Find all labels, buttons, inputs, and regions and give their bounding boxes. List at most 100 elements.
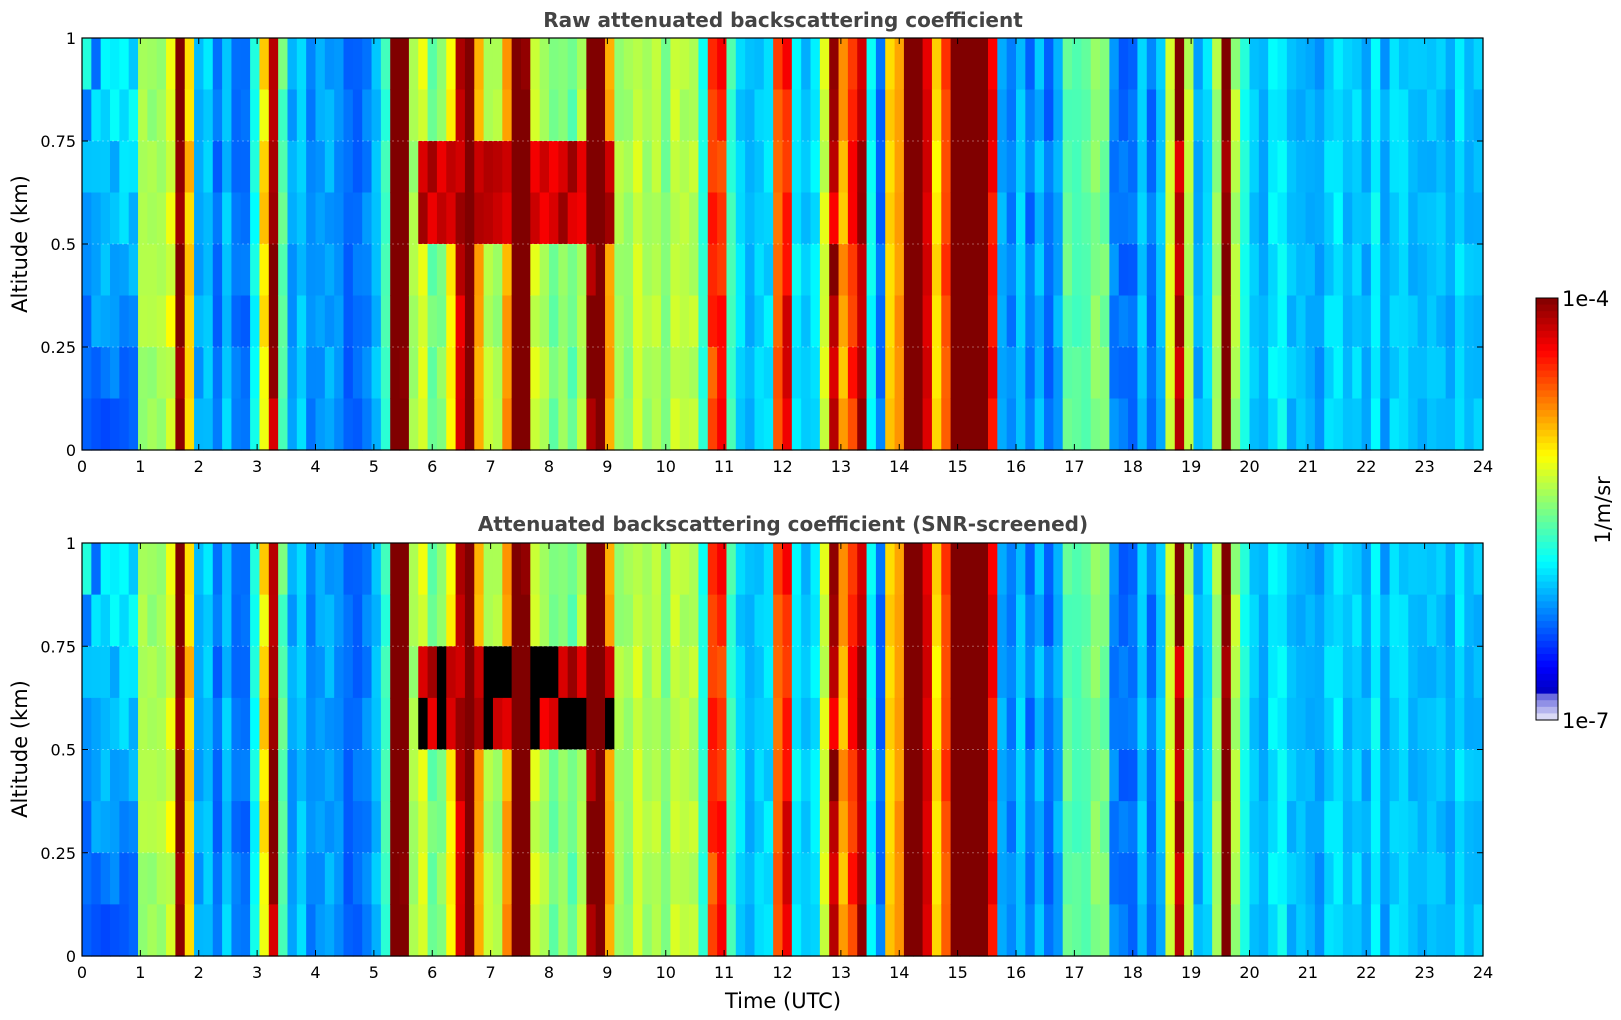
- heatmap-cell: [1146, 244, 1157, 297]
- colorbar-step: [1536, 706, 1558, 714]
- heatmap-cell: [838, 594, 849, 647]
- heatmap-cell: [1109, 192, 1120, 245]
- heatmap-cell: [819, 295, 830, 348]
- heatmap-cell: [268, 89, 279, 142]
- heatmap-cell: [745, 347, 756, 400]
- heatmap-cell: [110, 347, 120, 400]
- heatmap-cell: [987, 398, 998, 451]
- heatmap-cell: [1184, 852, 1195, 905]
- heatmap-cell: [1473, 697, 1484, 751]
- heatmap-cell: [1398, 852, 1409, 905]
- heatmap-cell: [352, 89, 363, 142]
- heatmap-cell: [801, 801, 812, 854]
- heatmap-cell: [1109, 398, 1120, 451]
- heatmap-cell: [707, 697, 718, 751]
- heatmap-cell: [352, 192, 363, 245]
- heatmap-cell: [885, 141, 896, 194]
- heatmap-cell: [1464, 192, 1475, 245]
- x-tick-label: 2: [194, 963, 204, 982]
- heatmap-cell: [922, 38, 933, 91]
- heatmap-cell: [1174, 697, 1185, 751]
- heatmap-cell: [464, 852, 475, 905]
- heatmap-cell: [1025, 244, 1036, 297]
- heatmap-cell: [857, 295, 868, 348]
- heatmap-cell: [1128, 904, 1139, 957]
- colorbar-step: [1536, 436, 1558, 444]
- heatmap-cell: [941, 192, 952, 245]
- heatmap-cell: [1408, 141, 1419, 194]
- heatmap-cell: [1342, 244, 1353, 297]
- heatmap-cell: [278, 749, 289, 802]
- heatmap-cell: [1062, 904, 1073, 957]
- heatmap-cell: [595, 295, 606, 348]
- heatmap-cell: [306, 89, 317, 142]
- heatmap-cell: [1445, 244, 1456, 297]
- heatmap-cell: [1398, 89, 1409, 142]
- heatmap-cell: [903, 801, 914, 854]
- heatmap-cell: [1184, 543, 1195, 596]
- heatmap-cell: [1314, 295, 1325, 348]
- heatmap-cell: [866, 801, 877, 854]
- heatmap-cell: [1090, 398, 1101, 451]
- heatmap-cell: [595, 141, 606, 194]
- heatmap-cell: [1268, 347, 1279, 400]
- heatmap-cell: [857, 594, 868, 647]
- heatmap-cell: [1165, 594, 1176, 647]
- heatmap-cell: [530, 904, 541, 957]
- heatmap-cell: [240, 646, 251, 699]
- heatmap-cell: [212, 89, 223, 142]
- heatmap-cell: [1314, 904, 1325, 957]
- heatmap-cell: [651, 904, 662, 957]
- heatmap-cell: [903, 244, 914, 297]
- heatmap-cell: [829, 646, 840, 699]
- heatmap-cell: [474, 347, 485, 400]
- heatmap-cell: [222, 594, 233, 647]
- heatmap-cell: [119, 904, 130, 957]
- heatmap-cell: [670, 244, 681, 297]
- heatmap-cell: [1025, 543, 1036, 596]
- heatmap-cell: [502, 347, 513, 400]
- heatmap-cell: [717, 244, 728, 297]
- colorbar-step: [1536, 680, 1558, 688]
- heatmap-cell: [110, 38, 120, 91]
- heatmap-cell: [1249, 749, 1260, 802]
- colorbar-step: [1536, 528, 1558, 536]
- heatmap-cell: [605, 192, 615, 245]
- heatmap-cell: [577, 398, 587, 451]
- heatmap-cell: [1417, 347, 1428, 400]
- heatmap-cell: [922, 89, 933, 142]
- heatmap-cell: [1454, 295, 1465, 348]
- heatmap-cell: [1342, 543, 1353, 596]
- heatmap-cell: [324, 749, 335, 802]
- heatmap-cell: [838, 697, 849, 751]
- heatmap-cell: [1090, 38, 1101, 91]
- heatmap-cell: [455, 594, 466, 647]
- x-tick-label: 17: [1064, 963, 1084, 982]
- heatmap-cell: [1333, 38, 1344, 91]
- heatmap-screened: [82, 543, 1484, 957]
- heatmap-cell: [978, 295, 989, 348]
- heatmap-cell: [1417, 801, 1428, 854]
- heatmap-cell: [763, 141, 774, 194]
- heatmap-cell: [1006, 38, 1017, 91]
- heatmap-cell: [1165, 852, 1176, 905]
- heatmap-cell: [212, 38, 223, 91]
- heatmap-cell: [138, 594, 148, 647]
- heatmap-cell: [847, 244, 858, 297]
- heatmap-cell: [829, 141, 840, 194]
- x-tick-label: 22: [1356, 963, 1376, 982]
- heatmap-cell: [1389, 904, 1400, 957]
- heatmap-cell: [352, 543, 363, 596]
- colorbar-step: [1536, 449, 1558, 457]
- heatmap-cell: [1156, 347, 1167, 400]
- heatmap-cell: [1370, 749, 1381, 802]
- heatmap-cell: [203, 904, 214, 957]
- heatmap-cell: [1156, 801, 1167, 854]
- heatmap-cell: [203, 192, 214, 245]
- heatmap-cell: [1305, 398, 1316, 451]
- x-tick-label: 12: [772, 457, 792, 476]
- colorbar-step: [1536, 614, 1558, 622]
- heatmap-cell: [1006, 398, 1017, 451]
- heatmap-cell: [735, 192, 746, 245]
- heatmap-cell: [801, 38, 812, 91]
